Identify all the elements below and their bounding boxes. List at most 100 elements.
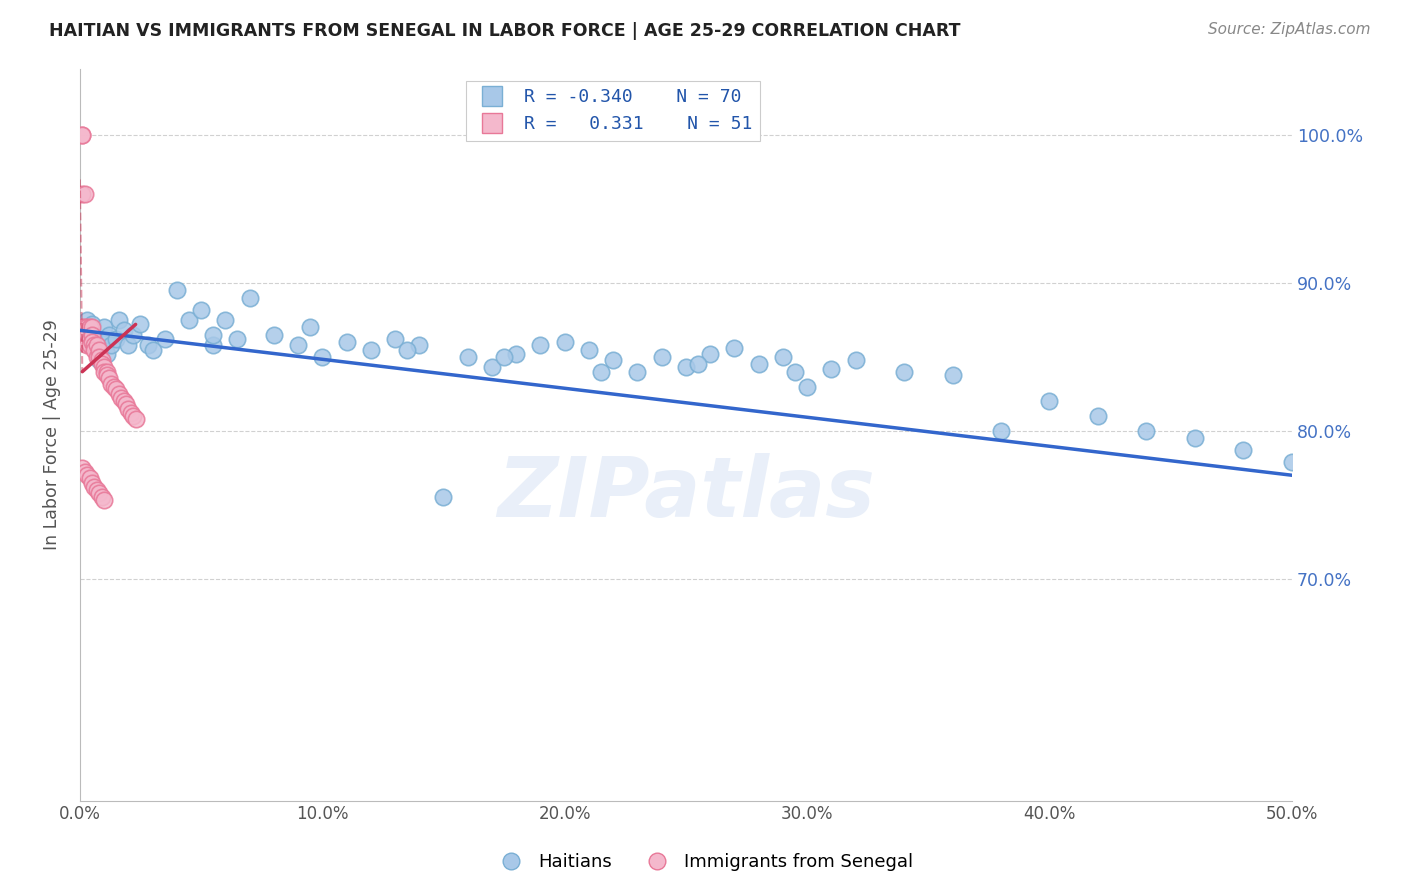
Point — [675, 360, 697, 375]
Point — [177, 313, 200, 327]
Point — [190, 302, 212, 317]
Point — [93, 360, 115, 375]
Point — [112, 394, 135, 409]
Point — [83, 480, 105, 494]
Point — [80, 335, 103, 350]
Point — [90, 357, 112, 371]
Point — [820, 361, 842, 376]
Point — [202, 338, 225, 352]
Point — [360, 343, 382, 357]
Point — [602, 352, 624, 367]
Point — [73, 320, 96, 334]
Point — [129, 318, 152, 332]
Point — [79, 338, 101, 352]
Point — [505, 347, 527, 361]
Point — [97, 327, 120, 342]
Point — [1135, 424, 1157, 438]
Point — [73, 323, 96, 337]
Point — [122, 327, 145, 342]
Point — [263, 327, 285, 342]
Point — [1281, 455, 1303, 469]
Point — [384, 332, 406, 346]
Legend: Haitians, Immigrants from Senegal: Haitians, Immigrants from Senegal — [485, 847, 921, 879]
Point — [457, 350, 479, 364]
Point — [1087, 409, 1109, 423]
Point — [83, 338, 105, 352]
Point — [335, 335, 357, 350]
Point — [86, 483, 108, 497]
Point — [578, 343, 600, 357]
Point — [96, 365, 118, 379]
Point — [73, 465, 96, 479]
Point — [529, 338, 551, 352]
Y-axis label: In Labor Force | Age 25-29: In Labor Force | Age 25-29 — [44, 319, 60, 550]
Point — [83, 327, 105, 342]
Point — [626, 365, 648, 379]
Point — [83, 343, 105, 357]
Point — [105, 332, 128, 346]
Point — [554, 335, 576, 350]
Point — [396, 343, 419, 357]
Point — [100, 338, 122, 352]
Point — [90, 491, 112, 505]
Point — [72, 320, 94, 334]
Point — [117, 338, 139, 352]
Point — [80, 320, 103, 334]
Point — [76, 313, 98, 327]
Point — [97, 370, 120, 384]
Point — [226, 332, 249, 346]
Point — [1232, 443, 1254, 458]
Point — [202, 327, 225, 342]
Point — [79, 332, 101, 346]
Point — [100, 376, 122, 391]
Point — [76, 468, 98, 483]
Point — [589, 365, 612, 379]
Point — [72, 187, 94, 202]
Point — [72, 460, 94, 475]
Point — [142, 343, 165, 357]
Point — [93, 320, 115, 334]
Point — [238, 291, 260, 305]
Point — [287, 338, 309, 352]
Point — [80, 327, 103, 342]
Point — [783, 365, 806, 379]
Point — [76, 327, 98, 342]
Point — [86, 338, 108, 352]
Point — [89, 352, 111, 367]
Point — [80, 475, 103, 490]
Point — [93, 365, 115, 379]
Point — [107, 313, 129, 327]
Point — [136, 338, 159, 352]
Point — [494, 350, 516, 364]
Point — [86, 343, 108, 357]
Point — [89, 486, 111, 500]
Point — [90, 335, 112, 350]
Point — [80, 318, 103, 332]
Point — [893, 365, 915, 379]
Point — [110, 392, 132, 406]
Point — [748, 357, 770, 371]
Point — [72, 128, 94, 142]
Text: ZIPatlas: ZIPatlas — [496, 452, 875, 533]
Point — [79, 338, 101, 352]
Point — [90, 352, 112, 367]
Point — [76, 320, 98, 334]
Point — [79, 471, 101, 485]
Point — [699, 347, 721, 361]
Point — [990, 424, 1012, 438]
Point — [86, 350, 108, 364]
Point — [89, 350, 111, 364]
Point — [651, 350, 673, 364]
Point — [105, 383, 128, 397]
Point — [723, 341, 745, 355]
Point — [1038, 394, 1060, 409]
Point — [120, 406, 142, 420]
Point — [214, 313, 236, 327]
Point — [112, 323, 135, 337]
Text: HAITIAN VS IMMIGRANTS FROM SENEGAL IN LABOR FORCE | AGE 25-29 CORRELATION CHART: HAITIAN VS IMMIGRANTS FROM SENEGAL IN LA… — [49, 22, 960, 40]
Point — [79, 320, 101, 334]
Point — [299, 320, 322, 334]
Point — [686, 357, 709, 371]
Point — [93, 493, 115, 508]
Point — [124, 412, 146, 426]
